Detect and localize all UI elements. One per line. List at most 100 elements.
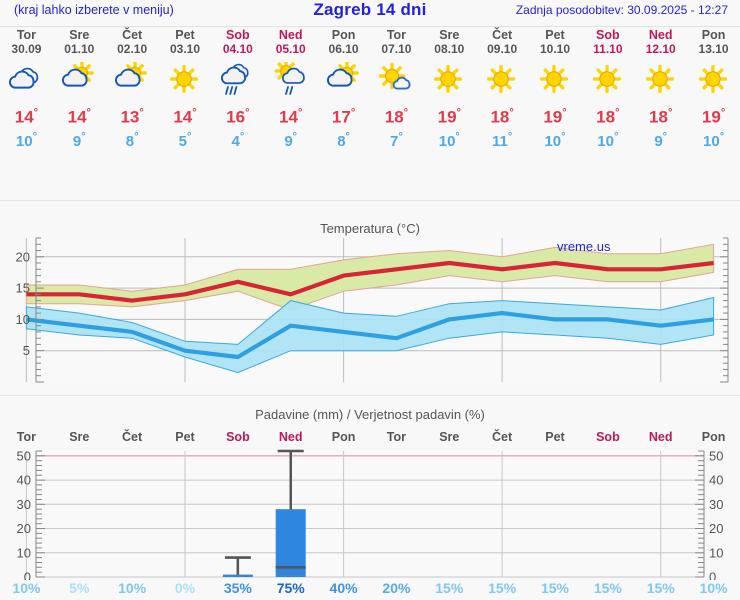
day-column[interactable]: Sob 04.10 16° 4°	[212, 28, 264, 151]
temp-min: 10°	[15, 130, 37, 150]
precipitation-probability: 40%	[329, 580, 358, 596]
day-date: 06.10	[328, 42, 359, 56]
day-column[interactable]: Ned 12.10 18° 9°	[635, 28, 687, 151]
svg-text:40: 40	[17, 473, 31, 488]
day-date: 08.10	[434, 42, 465, 56]
temp-max: 14°	[279, 107, 303, 127]
precipitation-probability-row: 10% 5% 10% 0% 35% 75% 40% 20% 15% 15% 15% 15% 15% 10%	[0, 580, 740, 598]
day-column[interactable]: Sob 11.10 18° 10°	[582, 28, 634, 151]
precipitation-probability: 75%	[276, 580, 305, 596]
precipitation-probability: 10%	[12, 580, 41, 596]
sunny-icon	[635, 59, 687, 99]
day-column[interactable]: Čet 09.10 18° 11°	[476, 28, 528, 151]
svg-text:Pon: Pon	[702, 430, 726, 444]
svg-text:Pet: Pet	[175, 430, 195, 444]
precipitation-probability: 15%	[593, 580, 622, 596]
day-column[interactable]: Pon 13.10 19° 10°	[688, 28, 740, 151]
header-divider	[0, 26, 740, 27]
svg-text:Čet: Čet	[492, 429, 513, 444]
partly-cloudy-icon	[318, 59, 370, 99]
temp-max: 19°	[543, 107, 567, 127]
strip-divider	[0, 200, 740, 201]
temp-max: 16°	[226, 107, 250, 127]
day-column[interactable]: Sre 01.10 14° 9°	[53, 28, 105, 151]
day-name: Čet	[492, 28, 513, 42]
day-date: 04.10	[222, 42, 253, 56]
temp-max: 19°	[437, 107, 461, 127]
svg-text:Sre: Sre	[439, 430, 459, 444]
day-date: 05.10	[275, 42, 306, 56]
svg-text:15: 15	[16, 281, 30, 296]
day-date: 12.10	[645, 42, 676, 56]
svg-text:Sob: Sob	[226, 430, 250, 444]
precipitation-probability: 0%	[174, 580, 196, 596]
day-name: Tor	[386, 28, 407, 42]
temp-min: 8°	[125, 130, 139, 150]
svg-text:20: 20	[16, 249, 30, 264]
svg-text:20: 20	[709, 521, 723, 536]
svg-text:Ned: Ned	[279, 430, 303, 444]
precipitation-day-labels: Tor Sre Čet Pet Sob Ned Pon Tor Sre Čet Pet Sob Ned P…	[0, 427, 740, 445]
sunny-icon	[423, 59, 475, 99]
temp-max: 18°	[596, 107, 620, 127]
day-name: Sob	[226, 28, 250, 42]
temp-min: 10°	[438, 130, 460, 150]
temp-max: 13°	[120, 107, 144, 127]
svg-text:0: 0	[709, 570, 716, 581]
svg-text:30: 30	[709, 497, 723, 512]
page-title: Zagreb 14 dni	[313, 0, 427, 19]
day-column[interactable]: Sre 08.10 19° 10°	[423, 28, 475, 151]
precipitation-probability: 15%	[646, 580, 675, 596]
day-date: 01.10	[64, 42, 95, 56]
day-date: 03.10	[169, 42, 201, 56]
temp-min: 4°	[231, 130, 245, 150]
day-column[interactable]: Ned 05.10 14° 9°	[265, 28, 317, 151]
temp-min: 10°	[703, 130, 725, 150]
temp-min: 7°	[390, 130, 403, 150]
svg-text:Pon: Pon	[332, 430, 356, 444]
temp-max: 14°	[14, 107, 39, 127]
precipitation-probability: 35%	[223, 580, 252, 596]
day-name: Tor	[16, 28, 37, 42]
sun-cloud-rain-icon	[265, 59, 317, 99]
precipitation-probability: 15%	[488, 580, 517, 596]
watermark: vreme.us	[557, 239, 611, 254]
day-column[interactable]: Tor 30.09 14° 10°	[0, 28, 52, 151]
precipitation-probability: 10%	[699, 580, 728, 596]
day-column[interactable]: Pet 10.10 19° 10°	[529, 28, 581, 151]
temp-max: 19°	[701, 107, 726, 127]
temp-max: 18°	[490, 107, 514, 127]
header-bar: (kraj lahko izberete v meniju) Zagreb 14…	[0, 0, 740, 26]
svg-text:30: 30	[17, 497, 31, 512]
precipitation-chart: 0 0 10 10 20 20 30 30 40 40 50 50	[0, 446, 740, 580]
sunny-icon	[159, 59, 211, 99]
svg-text:20: 20	[17, 521, 31, 536]
temp-min: 9°	[284, 130, 298, 150]
temp-max: 14°	[173, 107, 197, 127]
precipitation-probability: 20%	[382, 580, 411, 596]
day-date: 09.10	[487, 42, 518, 56]
day-column[interactable]: Tor 07.10 18° 7°	[370, 28, 422, 151]
temp-min: 9°	[72, 130, 86, 150]
day-date: 02.10	[117, 42, 148, 56]
svg-text:Sob: Sob	[596, 430, 620, 444]
day-column[interactable]: Pon 06.10 17° 8°	[318, 28, 370, 151]
svg-text:5: 5	[23, 343, 30, 358]
day-column[interactable]: Čet 02.10 13° 8°	[106, 28, 158, 151]
temp-max: 14°	[67, 107, 91, 127]
temp-min: 9°	[654, 130, 668, 150]
temperature-chart-title: Temperatura (°C)	[320, 221, 420, 236]
precipitation-probability: 15%	[540, 580, 570, 596]
partly-cloudy-icon	[53, 59, 105, 99]
sunny-icon	[582, 59, 634, 99]
svg-text:0: 0	[24, 570, 31, 581]
svg-text:40: 40	[709, 473, 723, 488]
temp-min: 5°	[178, 130, 192, 150]
day-column[interactable]: Pet 03.10 14° 5°	[159, 28, 211, 151]
precipitation-probability: 15%	[435, 580, 464, 596]
day-name: Ned	[278, 28, 303, 42]
menu-hint: (kraj lahko izberete v meniju)	[14, 3, 174, 17]
precipitation-probability: 10%	[118, 580, 147, 596]
temp-min: 10°	[544, 130, 566, 150]
temperature-chart: 5 10 15 20	[0, 236, 740, 384]
